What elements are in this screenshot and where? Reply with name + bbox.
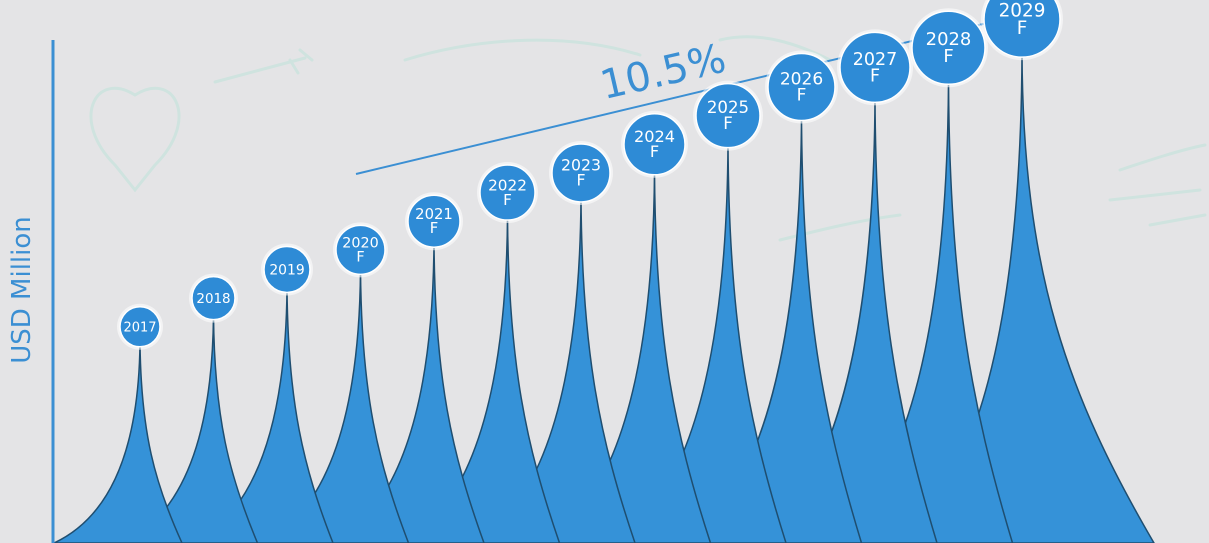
year-marker-2018: 2018 [189, 273, 238, 323]
tick-label: 2023 [561, 156, 601, 175]
decor-line-5 [1108, 188, 1207, 227]
marker-circle [695, 82, 761, 149]
marker-label: 2029 F [999, 0, 1046, 38]
marker-label: 2018 [196, 292, 230, 307]
tick-label: 2019 [269, 262, 304, 278]
marker-label: 2027 F [853, 50, 898, 87]
decor-line-1 [213, 48, 314, 84]
tick-label: 2020 [342, 236, 379, 252]
tick-label: 2026 [780, 69, 823, 89]
marker-label: 2019 [269, 262, 304, 278]
tick-label: F [576, 171, 585, 190]
marker-circle [983, 0, 1061, 58]
tick-label: 2017 [123, 320, 156, 335]
year-marker-2025-f: 2025 F [693, 80, 763, 151]
decor-line-3 [718, 35, 832, 62]
marker-label: 2025 F [707, 98, 749, 133]
tick-label: F [430, 220, 439, 237]
spike-2017 [53, 342, 183, 543]
marker-label: 2020 F [342, 236, 379, 266]
tick-label: F [723, 114, 733, 133]
decor-line-2 [403, 38, 642, 62]
marker-circle [119, 306, 161, 348]
tick-label: 2027 [853, 50, 898, 70]
tick-label: F [650, 142, 659, 161]
marker-label: 2026 F [780, 69, 823, 105]
tick-label: 2028 [926, 29, 972, 50]
marker-circle [191, 275, 236, 321]
tick-label: F [943, 46, 953, 67]
tick-label: 2024 [634, 127, 675, 146]
marker-label: 2023 F [561, 156, 601, 190]
axes: USD Million [7, 40, 55, 543]
background-decoration [89, 35, 1207, 242]
year-marker-2029-f: 2029 F [981, 0, 1063, 61]
year-marker-2017: 2017 [117, 303, 163, 350]
year-marker-2027-f: 2027 F [837, 29, 913, 106]
marker-circle [623, 113, 686, 176]
marker-label: 2028 F [926, 29, 972, 67]
tick-label: F [870, 66, 880, 86]
year-marker-2023-f: 2023 F [549, 140, 613, 205]
year-marker-2022-f: 2022 F [477, 162, 538, 224]
tick-label: F [1017, 18, 1028, 39]
marker-circle [479, 164, 536, 221]
year-marker-2026-f: 2026 F [765, 50, 838, 124]
y-axis-label: USD Million [7, 216, 37, 364]
marker-label: 2024 F [634, 127, 675, 161]
tick-label: 2029 [999, 0, 1046, 21]
year-marker-2024-f: 2024 F [621, 110, 688, 178]
marker-circle [551, 143, 611, 203]
tick-label: F [356, 249, 364, 265]
year-marker-2019: 2019 [261, 243, 313, 296]
tick-label: 2022 [488, 176, 527, 194]
marker-label: 2017 [123, 320, 156, 335]
decor-line-0 [89, 86, 181, 193]
decor-line-4 [1118, 143, 1207, 172]
decor-line-6 [778, 213, 902, 242]
marker-circle [263, 245, 311, 294]
marker-circle [407, 194, 461, 248]
tick-label: 2025 [707, 98, 749, 117]
tick-label: F [797, 86, 807, 106]
tick-label: 2021 [415, 206, 453, 223]
year-marker-2028-f: 2028 F [909, 8, 988, 88]
year-marker-2020-f: 2020 F [333, 222, 388, 278]
marker-label: 2022 F [488, 176, 527, 208]
marker-circle [911, 10, 986, 86]
marker-circle [839, 31, 911, 104]
marker-circle [767, 52, 836, 122]
marker-circle [335, 224, 386, 276]
tick-label: 2018 [196, 292, 230, 307]
year-marker-2021-f: 2021 F [405, 192, 463, 251]
tick-label: F [503, 191, 512, 209]
marker-label: 2021 F [415, 206, 453, 237]
